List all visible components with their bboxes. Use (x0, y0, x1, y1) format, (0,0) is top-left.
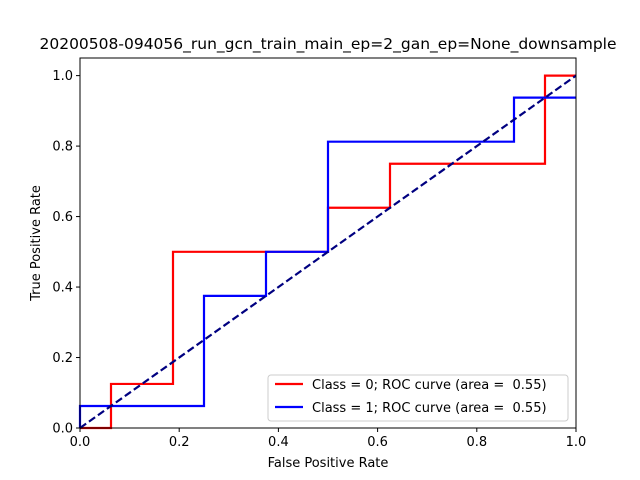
x-axis-label: False Positive Rate (268, 456, 389, 471)
ticks-layer: 0.0 0.2 0.4 0.6 0.8 1.0 0.0 0.2 0.4 0.6 0.8 1.0 (52, 69, 586, 450)
y-tick-label: 0.2 (52, 351, 73, 366)
series-layer (78, 74, 577, 430)
legend-label-class-0: Class = 0; ROC curve (area = 0.55) (312, 378, 547, 393)
x-tick-label: 0.8 (466, 435, 487, 450)
y-tick-label: 0.0 (52, 422, 73, 437)
x-tick-label: 1.0 (566, 435, 587, 450)
legend-box (267, 374, 569, 422)
y-tick-label: 0.6 (52, 210, 73, 225)
legend: Class = 0; ROC curve (area = 0.55) Class… (267, 374, 569, 422)
y-tick-label: 0.4 (52, 281, 73, 296)
y-axis-label: True Positive Rate (29, 185, 44, 302)
x-tick-label: 0.2 (169, 435, 190, 450)
chart-title: 20200508-094056_run_gcn_train_main_ep=2_… (39, 35, 616, 54)
x-tick-label: 0.4 (268, 435, 289, 450)
legend-label-class-1: Class = 1; ROC curve (area = 0.55) (312, 401, 547, 416)
x-tick-label: 0.0 (70, 435, 91, 450)
y-tick-label: 0.8 (52, 140, 73, 155)
x-tick-label: 0.6 (367, 435, 388, 450)
plot-frame (79, 57, 577, 429)
chance-diagonal (79, 74, 577, 429)
roc-curve-class-1 (78, 96, 576, 428)
y-tick-label: 1.0 (52, 69, 73, 84)
